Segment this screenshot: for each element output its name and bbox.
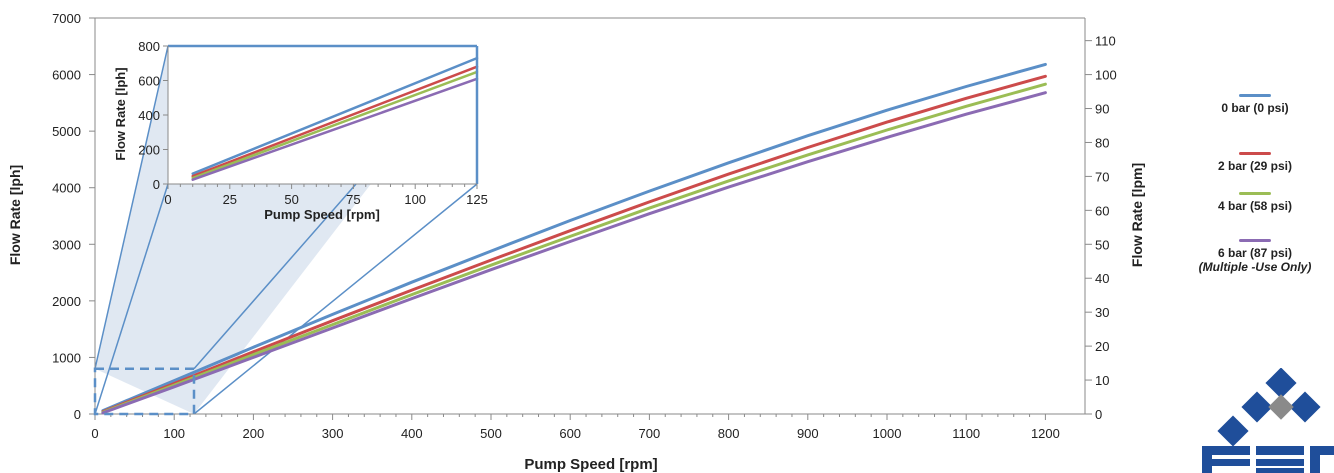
inset-y-tick-label: 400 bbox=[138, 108, 160, 123]
y2-tick-label: 90 bbox=[1095, 102, 1109, 117]
x-tick-label: 400 bbox=[401, 426, 423, 441]
series-line bbox=[101, 74, 1047, 414]
y-tick-label: 7000 bbox=[52, 11, 81, 26]
x-tick-label: 300 bbox=[322, 426, 344, 441]
main-y-axis-label: Flow Rate [lph] bbox=[7, 165, 23, 265]
inset-x-tick-label: 100 bbox=[404, 192, 426, 207]
x-tick-label: 800 bbox=[718, 426, 740, 441]
inset-y-tick-label: 0 bbox=[153, 177, 160, 192]
y2-tick-label: 80 bbox=[1095, 135, 1109, 150]
inset-series-line bbox=[191, 77, 479, 181]
inset-series-line bbox=[191, 70, 479, 180]
y2-tick-label: 60 bbox=[1095, 203, 1109, 218]
legend-label: 6 bar (87 psi) bbox=[1217, 246, 1293, 260]
y-tick-label: 1000 bbox=[52, 350, 81, 365]
legend-item: 6 bar (87 psi) (Multiple -Use Only) bbox=[1180, 239, 1330, 274]
legend-swatch bbox=[1239, 239, 1271, 242]
x-tick-label: 600 bbox=[559, 426, 581, 441]
psg-logo bbox=[1202, 368, 1334, 473]
legend-note: (Multiple -Use Only) bbox=[1198, 260, 1312, 274]
legend-item: 2 bar (29 psi) bbox=[1180, 152, 1330, 173]
zoom-connector-line bbox=[193, 183, 478, 415]
inset-x-tick-label: 75 bbox=[346, 192, 360, 207]
y2-tick-label: 30 bbox=[1095, 305, 1109, 320]
inset-x-tick-label: 125 bbox=[466, 192, 488, 207]
diamond-logo-icon bbox=[1217, 368, 1321, 447]
legend-swatch bbox=[1239, 152, 1271, 155]
inset-y-tick-label: 800 bbox=[138, 39, 160, 54]
y2-tick-label: 110 bbox=[1095, 34, 1116, 49]
y-tick-label: 0 bbox=[74, 407, 81, 422]
y2-tick-label: 10 bbox=[1095, 373, 1109, 388]
inset-series-line bbox=[191, 65, 479, 178]
y2-tick-label: 100 bbox=[1095, 68, 1117, 83]
y2-tick-label: 70 bbox=[1095, 169, 1109, 184]
zoom-box bbox=[93, 367, 196, 416]
y2-tick-label: 20 bbox=[1095, 339, 1109, 354]
y2-tick-label: 0 bbox=[1095, 407, 1102, 422]
legend-label: 4 bar (58 psi) bbox=[1217, 199, 1293, 213]
y-tick-label: 3000 bbox=[52, 237, 81, 252]
y-tick-label: 5000 bbox=[52, 124, 81, 139]
inset-background bbox=[168, 46, 477, 184]
x-tick-label: 1000 bbox=[873, 426, 902, 441]
legend-swatch bbox=[1239, 94, 1271, 97]
x-tick-label: 0 bbox=[91, 426, 98, 441]
x-tick-label: 200 bbox=[243, 426, 265, 441]
y2-tick-label: 50 bbox=[1095, 237, 1109, 252]
y-tick-label: 4000 bbox=[52, 181, 81, 196]
x-tick-label: 900 bbox=[797, 426, 819, 441]
zoom-connector-line bbox=[94, 45, 169, 369]
y2-tick-label: 40 bbox=[1095, 271, 1109, 286]
series-line bbox=[101, 62, 1047, 413]
inset-y-axis-label: Flow Rate [lph] bbox=[113, 67, 128, 160]
legend-swatch bbox=[1239, 192, 1271, 195]
y-tick-label: 2000 bbox=[52, 294, 81, 309]
series-line bbox=[101, 82, 1047, 414]
inset-y-tick-label: 200 bbox=[138, 143, 160, 158]
psg-wordmark bbox=[1202, 446, 1334, 473]
inset-x-tick-label: 25 bbox=[223, 192, 237, 207]
y-tick-label: 6000 bbox=[52, 68, 81, 83]
legend-label: 2 bar (29 psi) bbox=[1217, 159, 1293, 173]
x-tick-label: 700 bbox=[639, 426, 661, 441]
inset-series-line bbox=[191, 56, 479, 175]
legend-item: 0 bar (0 psi) bbox=[1180, 94, 1330, 115]
x-tick-label: 1200 bbox=[1031, 426, 1060, 441]
inset-plot: 0 25 50 75 100 125 0 200 400 600 800 bbox=[138, 39, 488, 207]
series-line bbox=[101, 91, 1047, 415]
inset-x-tick-label: 0 bbox=[164, 192, 171, 207]
inset-y-tick-label: 600 bbox=[138, 74, 160, 89]
zoom-connector-line bbox=[94, 183, 169, 415]
x-tick-label: 1100 bbox=[952, 426, 980, 441]
legend-item: 4 bar (58 psi) bbox=[1180, 192, 1330, 213]
x-tick-label: 500 bbox=[480, 426, 502, 441]
legend-label: 0 bar (0 psi) bbox=[1221, 101, 1289, 115]
inset-x-axis-label: Pump Speed [rpm] bbox=[264, 207, 380, 222]
inset-x-tick-label: 50 bbox=[284, 192, 298, 207]
x-tick-label: 100 bbox=[163, 426, 185, 441]
main-y2-axis-label: Flow Rate [lpm] bbox=[1129, 163, 1145, 267]
main-x-axis-label: Pump Speed [rpm] bbox=[524, 456, 657, 473]
